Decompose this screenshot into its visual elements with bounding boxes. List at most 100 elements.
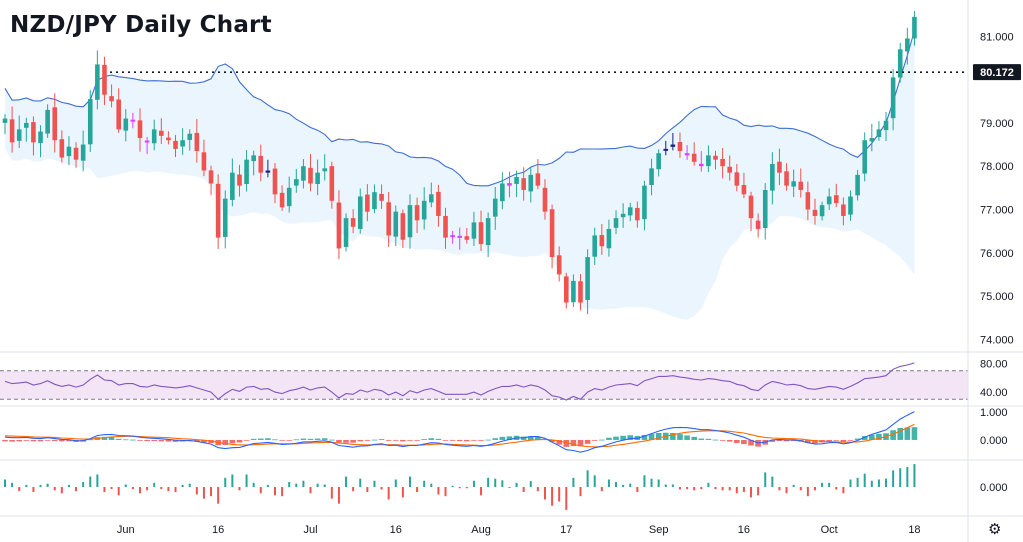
candle	[826, 188, 832, 211]
x-tick-label: 17	[560, 524, 572, 536]
macd-histogram-bar	[236, 439, 243, 443]
candle-body	[9, 119, 15, 143]
candle	[208, 165, 214, 196]
macd-histogram-bar	[769, 439, 776, 442]
chart-title: NZD/JPY Daily Chart	[10, 12, 272, 38]
candle-body	[365, 194, 370, 212]
candle-body	[286, 187, 292, 207]
candle	[905, 27, 910, 65]
rsi-line	[4, 362, 915, 401]
macd-histogram-bar	[712, 439, 719, 441]
candle	[16, 115, 22, 148]
candle-body	[620, 213, 626, 218]
candle	[791, 169, 796, 198]
candle	[329, 161, 335, 209]
candle-body	[130, 119, 136, 122]
candle-body	[123, 118, 129, 131]
momentum-bar	[103, 487, 106, 492]
candle-body	[485, 218, 491, 246]
macd-histogram-bar	[684, 435, 690, 440]
momentum-bar	[657, 479, 660, 487]
candle	[563, 272, 569, 309]
candle-body	[748, 195, 754, 219]
momentum-bar	[181, 484, 184, 487]
candle	[727, 155, 733, 181]
momentum-bar	[323, 484, 326, 487]
macd-pane	[2, 411, 918, 453]
candle-body	[457, 235, 463, 238]
momentum-bar	[799, 487, 802, 491]
momentum-bar	[849, 479, 852, 487]
momentum-bar	[842, 487, 845, 494]
candle	[833, 183, 839, 208]
gear-icon[interactable]: ⚙	[988, 521, 1002, 538]
momentum-bar	[700, 487, 703, 490]
candle	[450, 230, 455, 244]
candle	[173, 134, 178, 158]
momentum-bar	[352, 487, 355, 492]
macd-histogram-bar	[421, 439, 427, 440]
macd-histogram-bar	[591, 439, 598, 441]
candle	[379, 184, 384, 209]
candle-body	[912, 16, 917, 39]
signal-line	[4, 423, 915, 448]
macd-histogram-bar	[655, 433, 662, 440]
momentum-bar	[231, 474, 234, 487]
candle-body	[741, 184, 747, 195]
candle-body	[350, 218, 356, 227]
candle-body	[45, 109, 50, 134]
momentum-bar	[273, 487, 276, 496]
candle-body	[905, 38, 910, 52]
macd-histogram-bar	[449, 439, 456, 441]
candle-body	[656, 153, 661, 170]
macd-histogram-bar	[833, 439, 840, 441]
candle-body	[279, 192, 285, 208]
candle-body	[563, 276, 569, 303]
momentum-bar	[160, 487, 163, 490]
candle-body	[542, 187, 548, 212]
candle-body	[642, 185, 647, 220]
candle-body	[507, 183, 512, 186]
momentum-bar	[345, 476, 348, 487]
momentum-bar	[565, 487, 568, 510]
candle	[109, 84, 114, 108]
candle-body	[230, 172, 235, 200]
momentum-bar	[636, 487, 639, 492]
momentum-bar	[217, 487, 220, 504]
y-tick-label: 75.000	[980, 291, 1014, 303]
candle-body	[24, 122, 29, 128]
momentum-bar	[416, 487, 419, 492]
macd-histogram-bar	[911, 427, 918, 440]
candle	[635, 201, 640, 228]
candle-body	[713, 155, 718, 160]
candle	[478, 210, 484, 251]
candle	[9, 106, 15, 153]
candle-body	[194, 132, 200, 152]
momentum-bar	[728, 487, 731, 491]
candle	[677, 132, 683, 158]
candle-body	[308, 167, 313, 184]
candle-body	[357, 196, 363, 229]
momentum-bar	[67, 484, 70, 487]
macd-histogram-bar	[130, 439, 136, 441]
macd-histogram-bar	[876, 433, 882, 440]
candle	[500, 172, 505, 210]
macd-histogram-bar	[400, 439, 406, 442]
candle-body	[429, 194, 434, 203]
macd-histogram-bar	[734, 439, 740, 443]
candle	[514, 170, 519, 198]
candle-body	[52, 107, 58, 141]
candle	[876, 121, 882, 141]
momentum-bar	[480, 487, 483, 496]
momentum-bar	[89, 476, 92, 487]
macd-histogram-bar	[812, 439, 818, 444]
candle-body	[421, 200, 427, 220]
momentum-bar	[735, 487, 738, 494]
macd-histogram-bar	[272, 439, 278, 441]
candle-body	[73, 147, 79, 160]
momentum-bar	[913, 464, 916, 487]
candle-body	[535, 173, 541, 186]
momentum-bar	[821, 482, 824, 487]
